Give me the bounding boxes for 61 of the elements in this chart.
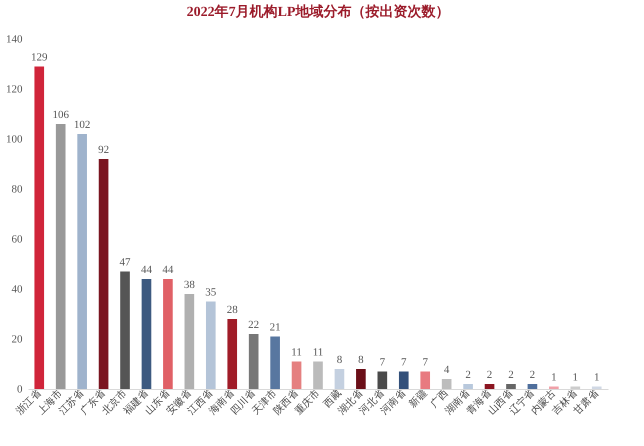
bar	[206, 302, 216, 389]
bar	[292, 362, 302, 389]
y-tick-label: 120	[6, 84, 23, 96]
bar	[56, 124, 66, 389]
data-label: 7	[401, 356, 408, 368]
bar	[270, 336, 280, 389]
bar	[142, 279, 152, 389]
y-tick-label: 80	[12, 184, 23, 196]
bar	[398, 372, 409, 389]
data-label: 44	[140, 264, 152, 276]
data-label: 1	[551, 372, 557, 384]
data-label: 2	[508, 369, 514, 381]
bar	[34, 66, 44, 389]
bar	[313, 362, 323, 389]
bar	[356, 369, 366, 389]
bar	[163, 279, 173, 389]
y-tick-label: 40	[12, 284, 23, 296]
data-label: 1	[572, 372, 578, 384]
y-tick-label: 60	[12, 234, 23, 246]
data-label: 7	[422, 356, 428, 368]
y-tick-label: 0	[17, 384, 23, 396]
bar	[484, 384, 494, 389]
data-label: 2	[465, 369, 471, 381]
y-tick-label: 140	[6, 34, 23, 46]
y-tick-label: 20	[12, 334, 23, 346]
bar	[184, 294, 194, 389]
data-label: 11	[312, 346, 324, 358]
data-label: 47	[120, 256, 132, 268]
data-label: 21	[270, 322, 281, 334]
data-label: 38	[184, 279, 196, 291]
data-label: 102	[74, 119, 90, 131]
data-label: 92	[98, 144, 110, 156]
bar	[506, 384, 516, 389]
data-label: 28	[226, 304, 238, 316]
data-label: 2	[530, 369, 536, 381]
data-label: 44	[162, 264, 174, 276]
data-label: 1	[594, 372, 600, 384]
bar	[334, 369, 344, 389]
y-tick-label: 100	[6, 134, 23, 146]
data-label: 35	[205, 286, 217, 298]
bar	[378, 372, 388, 389]
data-label: 7	[380, 356, 386, 368]
data-label: 129	[31, 52, 48, 64]
bar	[77, 134, 87, 389]
data-label: 2	[486, 369, 492, 381]
bar	[98, 159, 108, 389]
data-label: 8	[358, 354, 364, 366]
bar	[248, 334, 258, 389]
bar	[528, 384, 538, 389]
data-label: 8	[336, 354, 343, 366]
data-label: 106	[52, 109, 70, 121]
bar	[227, 319, 238, 389]
chart-title: 2022年7月机构LP地域分布（按出资次数）	[186, 4, 450, 20]
data-label: 22	[248, 319, 260, 331]
bar	[463, 384, 473, 389]
bar	[120, 272, 130, 389]
data-label: 4	[444, 364, 450, 376]
bar	[420, 372, 430, 389]
bar	[442, 379, 452, 389]
x-tick-label: 新疆	[406, 387, 430, 410]
data-label: 11	[291, 346, 302, 358]
